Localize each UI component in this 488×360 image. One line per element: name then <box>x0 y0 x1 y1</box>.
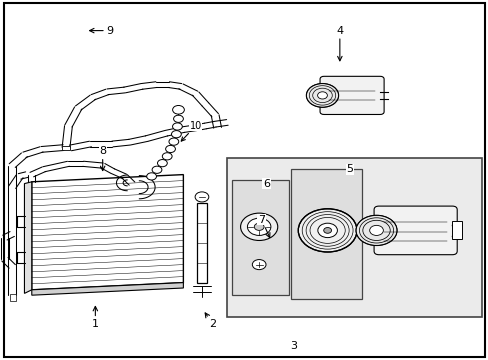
Circle shape <box>157 159 167 167</box>
Text: 7: 7 <box>258 215 269 238</box>
Circle shape <box>172 105 184 114</box>
Circle shape <box>240 213 277 240</box>
Circle shape <box>152 166 162 174</box>
Text: 3: 3 <box>289 341 296 351</box>
Circle shape <box>173 115 183 122</box>
Text: 8: 8 <box>99 146 106 171</box>
Polygon shape <box>32 175 183 290</box>
Polygon shape <box>196 203 207 283</box>
Circle shape <box>195 192 208 202</box>
Polygon shape <box>32 283 183 295</box>
Bar <box>227 158 481 317</box>
Circle shape <box>169 138 179 145</box>
Circle shape <box>298 209 356 252</box>
Polygon shape <box>24 182 32 293</box>
Circle shape <box>172 123 182 130</box>
Bar <box>61 146 70 150</box>
Circle shape <box>165 145 175 153</box>
Bar <box>451 221 461 239</box>
Circle shape <box>323 228 331 233</box>
FancyBboxPatch shape <box>373 206 456 255</box>
Circle shape <box>254 223 264 230</box>
Bar <box>290 169 361 299</box>
Circle shape <box>247 218 270 235</box>
Circle shape <box>252 260 265 270</box>
Circle shape <box>355 215 396 246</box>
Text: 2: 2 <box>205 313 216 329</box>
Circle shape <box>369 225 383 235</box>
Text: 1: 1 <box>92 306 99 329</box>
Circle shape <box>171 131 181 138</box>
Text: 9: 9 <box>89 26 113 36</box>
Circle shape <box>162 153 172 160</box>
Bar <box>232 180 288 295</box>
Circle shape <box>305 84 338 107</box>
Bar <box>10 294 16 301</box>
Text: 10: 10 <box>181 121 202 141</box>
Circle shape <box>146 173 156 180</box>
FancyBboxPatch shape <box>319 76 384 114</box>
Circle shape <box>317 92 326 99</box>
Text: 6: 6 <box>263 179 269 189</box>
Text: 5: 5 <box>346 164 352 174</box>
Text: 4: 4 <box>336 26 343 61</box>
Circle shape <box>317 223 337 238</box>
